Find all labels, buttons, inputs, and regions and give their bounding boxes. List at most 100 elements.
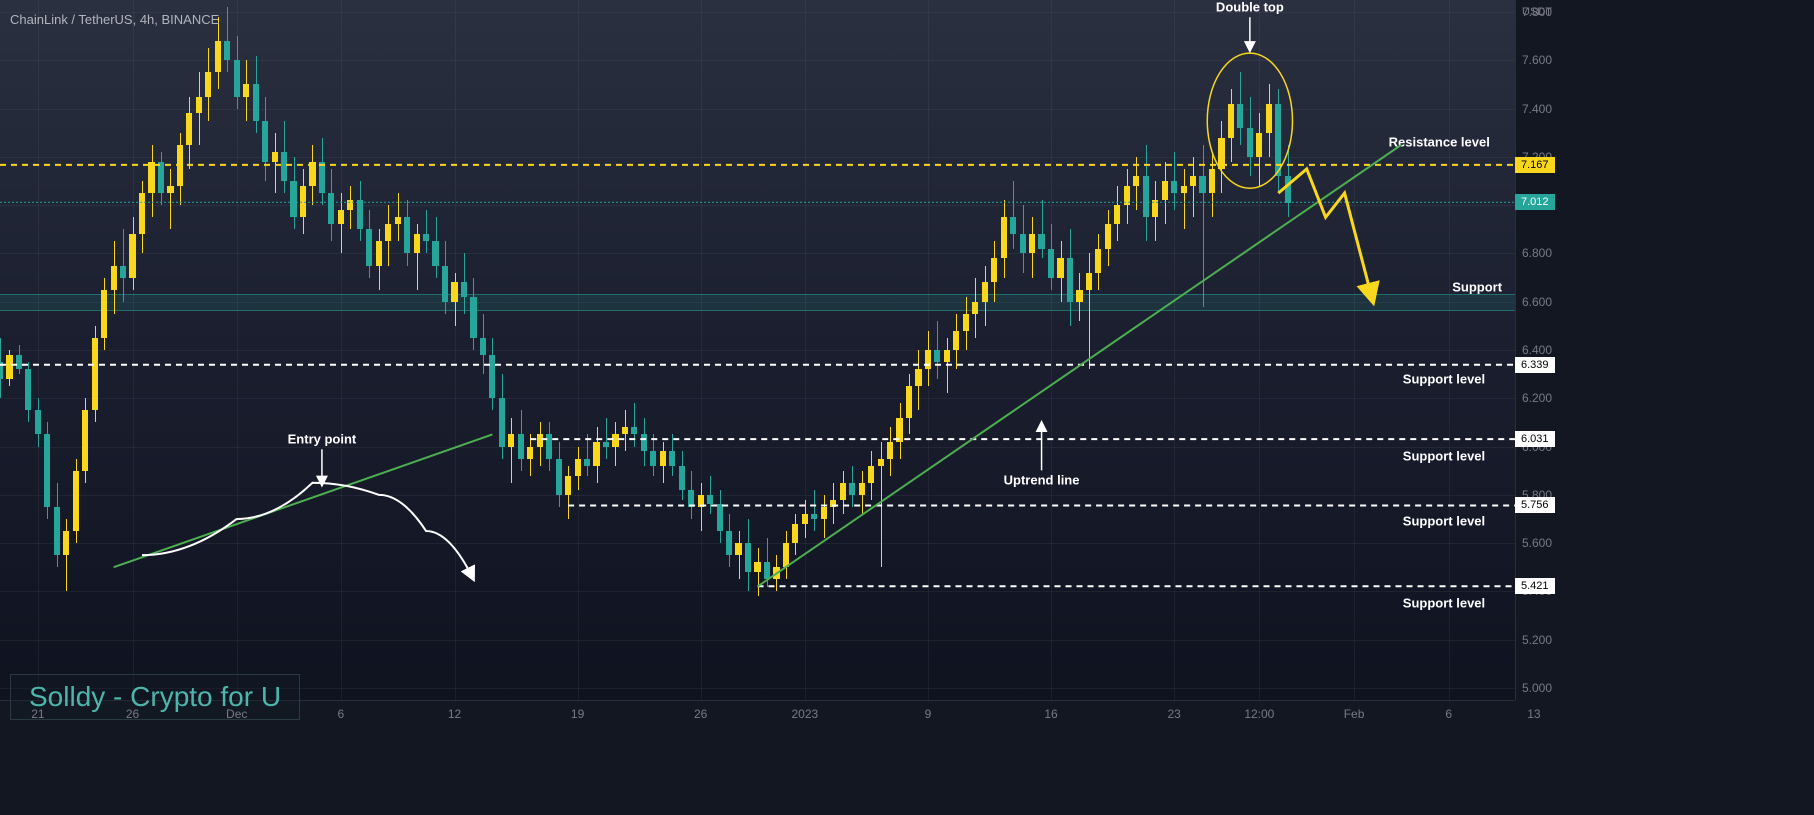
candle-body: [1266, 104, 1272, 133]
x-tick: 19: [571, 707, 584, 721]
y-tick: 5.600: [1522, 536, 1552, 550]
candle-body: [849, 483, 855, 495]
candle-body: [101, 290, 107, 338]
candle-body: [1171, 181, 1177, 193]
candle-body: [896, 418, 902, 442]
grid-line: [341, 0, 342, 700]
candle-body: [215, 41, 221, 72]
candle-wick: [1193, 157, 1194, 217]
x-tick: 6: [338, 707, 345, 721]
y-tick: 6.400: [1522, 343, 1552, 357]
candle-wick: [66, 519, 67, 591]
x-tick: Dec: [226, 707, 247, 721]
grid-line: [578, 0, 579, 700]
annotation-label: Resistance level: [1389, 135, 1490, 150]
candle-body: [1228, 104, 1234, 138]
grid-line: [455, 0, 456, 700]
candle-body: [593, 442, 599, 466]
annotation-label: Support level: [1403, 596, 1485, 611]
candle-body: [0, 362, 3, 379]
candle-body: [1048, 249, 1054, 278]
candle-body: [830, 500, 836, 507]
candle-body: [688, 490, 694, 507]
candle-body: [338, 210, 344, 224]
candle-wick: [1184, 169, 1185, 229]
candle-body: [451, 282, 457, 301]
candle-body: [707, 495, 713, 505]
candle-body: [196, 97, 202, 114]
annotation-label: Support: [1452, 280, 1502, 295]
annotation-label: Double top: [1216, 0, 1284, 15]
support-band: [0, 294, 1515, 311]
candle-wick: [227, 7, 228, 72]
candle-body: [1010, 217, 1016, 234]
candle-body: [792, 524, 798, 543]
grid-line: [701, 0, 702, 700]
candle-body: [54, 507, 60, 555]
annotation-label: Support level: [1403, 371, 1485, 386]
candle-body: [859, 483, 865, 495]
price-tag: 7.012: [1515, 194, 1555, 210]
candle-body: [735, 543, 741, 555]
candle-body: [309, 162, 315, 186]
candle-body: [821, 507, 827, 519]
candle-wick: [634, 403, 635, 446]
candle-body: [1247, 128, 1253, 157]
candle-wick: [275, 133, 276, 193]
candle-body: [16, 355, 22, 369]
x-tick: Feb: [1344, 707, 1365, 721]
candle-body: [679, 466, 685, 490]
candle-body: [442, 266, 448, 302]
candle-body: [1067, 258, 1073, 301]
x-tick: 2023: [791, 707, 818, 721]
candle-body: [224, 41, 230, 60]
candle-body: [357, 200, 363, 229]
candle-body: [878, 459, 884, 466]
candle-body: [660, 451, 666, 465]
candle-body: [612, 434, 618, 446]
candle-body: [92, 338, 98, 410]
candle-body: [773, 567, 779, 579]
candle-body: [764, 562, 770, 579]
candle-wick: [947, 338, 948, 394]
candle-wick: [739, 531, 740, 579]
candle-body: [319, 162, 325, 193]
candle-body: [423, 234, 429, 241]
annotation-label: Uptrend line: [1004, 473, 1080, 488]
price-tag: 5.756: [1515, 497, 1555, 513]
candle-wick: [701, 483, 702, 531]
candle-body: [129, 234, 135, 277]
candle-body: [1256, 133, 1262, 157]
grid-line: [133, 0, 134, 700]
candle-body: [1105, 224, 1111, 248]
candle-body: [868, 466, 874, 483]
candle-wick: [758, 548, 759, 596]
candle-body: [518, 434, 524, 458]
candle-body: [963, 314, 969, 331]
candle-body: [631, 427, 637, 434]
candle-wick: [1089, 253, 1090, 369]
chart-area[interactable]: [0, 0, 1515, 700]
candle-body: [158, 162, 164, 193]
candle-body: [395, 217, 401, 224]
x-tick: 16: [1044, 707, 1057, 721]
grid-line: [0, 109, 1515, 110]
y-tick: 6.200: [1522, 391, 1552, 405]
y-tick: 6.800: [1522, 246, 1552, 260]
candle-body: [35, 410, 41, 434]
candle-body: [1199, 176, 1205, 193]
candle-body: [953, 331, 959, 350]
candle-wick: [426, 210, 427, 253]
candle-body: [565, 476, 571, 495]
candle-body: [366, 229, 372, 265]
candle-body: [1095, 249, 1101, 273]
candle-body: [205, 72, 211, 96]
x-tick: 12: [448, 707, 461, 721]
x-tick: 26: [694, 707, 707, 721]
candle-body: [253, 84, 259, 120]
candle-body: [1218, 138, 1224, 169]
candle-body: [470, 297, 476, 338]
candle-wick: [606, 418, 607, 459]
candle-body: [186, 113, 192, 144]
y-tick: 5.200: [1522, 633, 1552, 647]
